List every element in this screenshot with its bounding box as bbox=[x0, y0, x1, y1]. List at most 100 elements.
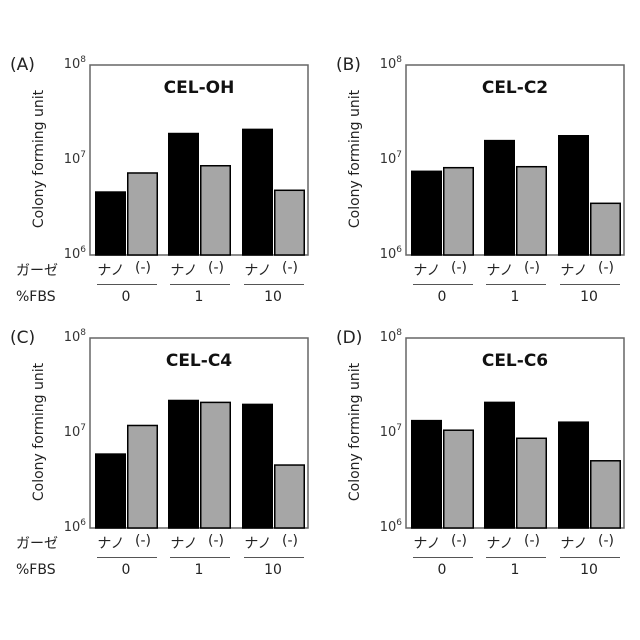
fbs-group-label: 0 bbox=[121, 562, 131, 578]
y-tick-label: 108 bbox=[362, 328, 402, 345]
tick-base: 10 bbox=[379, 152, 397, 167]
bar-nano bbox=[558, 421, 589, 529]
bar-nano bbox=[411, 419, 442, 529]
sub-label-nano: ナノ bbox=[560, 263, 588, 279]
group-underline bbox=[486, 284, 546, 285]
bar-nano bbox=[168, 132, 199, 256]
chart-panel: (B) Colony forming unit 106 107 108 CEL-C2 ナノ(… bbox=[316, 0, 636, 305]
fbs-group-label: 1 bbox=[510, 562, 520, 578]
y-tick-label: 108 bbox=[46, 55, 86, 72]
y-tick-label: 106 bbox=[46, 245, 86, 262]
sub-label-none: (-) bbox=[282, 533, 298, 549]
tick-base: 10 bbox=[63, 152, 81, 167]
tick-exponent: 8 bbox=[80, 55, 86, 65]
tick-exponent: 8 bbox=[80, 328, 86, 338]
fbs-group-label: 10 bbox=[264, 562, 282, 578]
bar-nano bbox=[168, 399, 199, 529]
fbs-group-label: 0 bbox=[437, 289, 447, 305]
sub-label-nano: ナノ bbox=[170, 536, 198, 552]
sub-label-none: (-) bbox=[451, 260, 467, 276]
y-tick-label: 107 bbox=[362, 423, 402, 440]
sub-label-nano: ナノ bbox=[486, 263, 514, 279]
bar-nano bbox=[95, 453, 126, 529]
bar-none bbox=[200, 164, 231, 256]
sub-label-none: (-) bbox=[135, 533, 151, 549]
group-underline bbox=[244, 557, 304, 558]
tick-exponent: 8 bbox=[396, 328, 402, 338]
bar-nano bbox=[95, 191, 126, 256]
sub-label-none: (-) bbox=[208, 533, 224, 549]
sub-label-nano: ナノ bbox=[413, 536, 441, 552]
y-tick-label: 107 bbox=[362, 150, 402, 167]
bar-none bbox=[127, 172, 158, 256]
y-axis-label: Colony forming unit bbox=[31, 362, 47, 502]
tick-base: 10 bbox=[379, 330, 397, 345]
bar-none bbox=[274, 189, 305, 256]
tick-exponent: 6 bbox=[396, 518, 402, 528]
sub-label-nano: ナノ bbox=[413, 263, 441, 279]
sub-label-none: (-) bbox=[598, 260, 614, 276]
bar-nano bbox=[242, 403, 273, 529]
sub-label-nano: ナノ bbox=[560, 536, 588, 552]
tick-base: 10 bbox=[63, 247, 81, 262]
fbs-row-label: %FBS bbox=[16, 562, 56, 578]
y-axis-label: Colony forming unit bbox=[31, 89, 47, 229]
tick-base: 10 bbox=[379, 247, 397, 262]
group-underline bbox=[97, 284, 157, 285]
y-tick-label: 106 bbox=[46, 518, 86, 535]
tick-exponent: 6 bbox=[396, 245, 402, 255]
chart-title: CEL-C2 bbox=[482, 78, 548, 98]
tick-exponent: 7 bbox=[80, 150, 86, 160]
sub-label-none: (-) bbox=[598, 533, 614, 549]
panel-label: (B) bbox=[336, 55, 361, 75]
panel-label: (C) bbox=[10, 328, 36, 348]
chart-title: CEL-C6 bbox=[482, 351, 548, 371]
tick-exponent: 6 bbox=[80, 518, 86, 528]
sub-label-nano: ナノ bbox=[486, 536, 514, 552]
y-tick-label: 107 bbox=[46, 423, 86, 440]
fbs-group-label: 1 bbox=[194, 562, 204, 578]
bar-none bbox=[443, 166, 474, 256]
group-underline bbox=[170, 557, 230, 558]
tick-base: 10 bbox=[63, 520, 81, 535]
fbs-group-label: 10 bbox=[580, 289, 598, 305]
sub-label-none: (-) bbox=[451, 533, 467, 549]
gauze-row-label: ガーゼ bbox=[16, 536, 58, 552]
y-tick-label: 107 bbox=[46, 150, 86, 167]
chart-panel: (C) Colony forming unit 106 107 108 CEL-C4 ガーゼ… bbox=[0, 273, 320, 578]
gauze-row-label: ガーゼ bbox=[16, 263, 58, 279]
fbs-group-label: 0 bbox=[121, 289, 131, 305]
sub-label-none: (-) bbox=[282, 260, 298, 276]
bar-none bbox=[127, 424, 158, 529]
sub-label-nano: ナノ bbox=[170, 263, 198, 279]
fbs-group-label: 1 bbox=[510, 289, 520, 305]
plot-area: CEL-C4 bbox=[89, 337, 309, 529]
plot-area: CEL-OH bbox=[89, 64, 309, 256]
bar-none bbox=[590, 460, 621, 529]
tick-base: 10 bbox=[379, 520, 397, 535]
sub-label-none: (-) bbox=[208, 260, 224, 276]
group-underline bbox=[97, 557, 157, 558]
group-underline bbox=[170, 284, 230, 285]
tick-base: 10 bbox=[379, 57, 397, 72]
chart-panel: (A) Colony forming unit 106 107 108 CEL-OH ガーゼ… bbox=[0, 0, 320, 305]
plot-area: CEL-C2 bbox=[405, 64, 625, 256]
y-tick-label: 108 bbox=[46, 328, 86, 345]
sub-label-none: (-) bbox=[524, 533, 540, 549]
fbs-group-label: 10 bbox=[264, 289, 282, 305]
chart-title: CEL-OH bbox=[164, 78, 235, 98]
sub-label-none: (-) bbox=[135, 260, 151, 276]
tick-base: 10 bbox=[63, 57, 81, 72]
tick-base: 10 bbox=[63, 425, 81, 440]
tick-exponent: 8 bbox=[396, 55, 402, 65]
bar-none bbox=[274, 464, 305, 529]
y-axis-label: Colony forming unit bbox=[347, 89, 363, 229]
tick-base: 10 bbox=[63, 330, 81, 345]
bar-nano bbox=[242, 128, 273, 256]
y-axis-label: Colony forming unit bbox=[347, 362, 363, 502]
group-underline bbox=[413, 557, 473, 558]
bar-none bbox=[443, 429, 474, 529]
tick-exponent: 6 bbox=[80, 245, 86, 255]
fbs-row-label: %FBS bbox=[16, 289, 56, 305]
chart-panel: (D) Colony forming unit 106 107 108 CEL-C6 ナノ(… bbox=[316, 273, 636, 578]
